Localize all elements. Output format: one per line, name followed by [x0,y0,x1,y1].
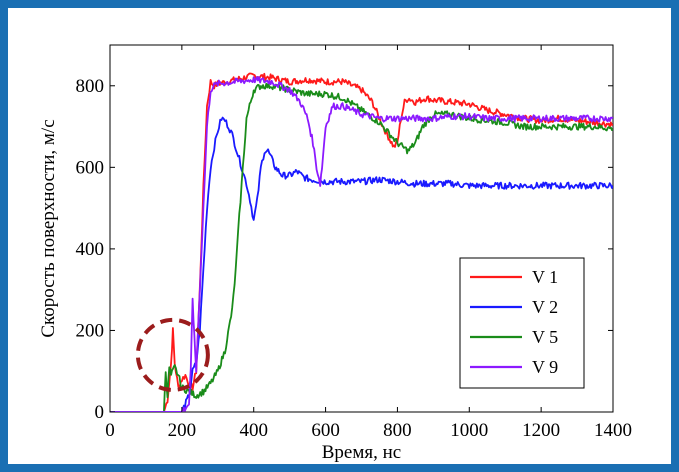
series-line-v9 [110,76,613,412]
series-line-v2 [110,116,613,412]
y-tick-label: 0 [95,402,105,423]
x-tick-label: 0 [105,420,115,441]
x-tick-label: 200 [168,420,197,441]
legend-label: V 1 [532,267,558,287]
series-line-v5 [110,82,613,412]
x-tick-label: 400 [239,420,268,441]
legend-label: V 2 [532,297,558,317]
x-tick-label: 1200 [522,420,560,441]
legend: V 1 V 2 V 5 V 9 [459,257,585,389]
figure-frame: 0 200 400 600 800 1000 1200 1400 0 200 400 600 800 V… [8,8,671,464]
legend-label: V 5 [532,327,558,347]
x-tick-label: 800 [383,420,412,441]
y-tick-label: 200 [76,320,105,341]
highlight-circle [135,317,210,392]
ticks-layer: 0 200 400 600 800 1000 1200 1400 0 200 400 600 800 [76,45,632,441]
line-chart: 0 200 400 600 800 1000 1200 1400 0 200 400 600 800 V… [38,44,632,463]
x-tick-label: 1000 [450,420,488,441]
series-layer [110,72,613,412]
x-axis-label: Время, нс [322,442,401,463]
annotation-layer [135,317,210,392]
legend-label: V 9 [532,357,558,377]
y-tick-label: 400 [76,239,105,260]
y-axis-label: Скорость поверхности, м/с [38,119,59,337]
x-tick-label: 1400 [594,420,632,441]
y-tick-label: 600 [76,157,105,178]
x-tick-label: 600 [311,420,340,441]
series-line-v1 [110,72,613,412]
y-tick-label: 800 [76,76,105,97]
